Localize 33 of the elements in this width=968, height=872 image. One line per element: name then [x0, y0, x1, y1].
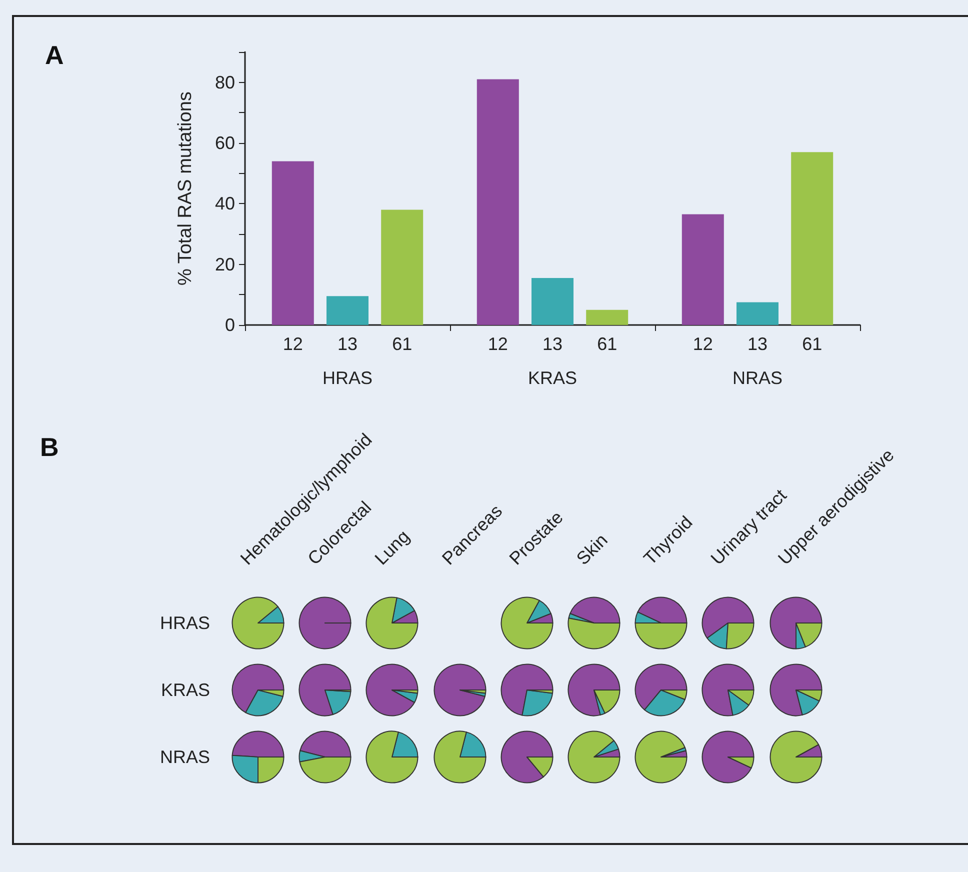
x-tick-label: NRAS	[732, 368, 783, 388]
text: 13	[747, 334, 768, 354]
x-tick-label: HRAS	[322, 368, 373, 388]
bar	[791, 152, 834, 325]
category-label: NRAS	[160, 747, 210, 767]
text: 61	[597, 334, 618, 354]
text: 12	[488, 334, 508, 354]
y-tick-label: 20	[214, 254, 235, 274]
y-tick-label: 60	[214, 133, 235, 153]
bar	[326, 296, 368, 325]
chart-title: A	[45, 40, 64, 70]
series-label: 61	[392, 334, 412, 354]
bar	[682, 214, 724, 325]
y-tick-label: 80	[214, 72, 235, 92]
text: 12	[692, 334, 713, 354]
text: B	[40, 432, 59, 462]
x-tick-label: KRAS	[528, 368, 578, 388]
text: 13	[542, 334, 563, 354]
series-label: 12	[282, 334, 303, 354]
bar	[532, 278, 574, 325]
text: 61	[802, 334, 822, 354]
y-axis-title: % Total RAS mutations	[175, 92, 196, 286]
y-tick-label: 0	[224, 315, 235, 335]
category-label: KRAS	[160, 680, 210, 700]
bar	[586, 310, 628, 325]
category-label: Skin	[572, 530, 612, 569]
bar	[736, 302, 778, 325]
bar	[476, 79, 519, 325]
y-tick-label: 40	[214, 194, 235, 214]
bar	[381, 210, 424, 325]
bar	[272, 161, 314, 325]
series-label: 13	[337, 334, 358, 354]
category-label: HRAS	[160, 613, 210, 633]
